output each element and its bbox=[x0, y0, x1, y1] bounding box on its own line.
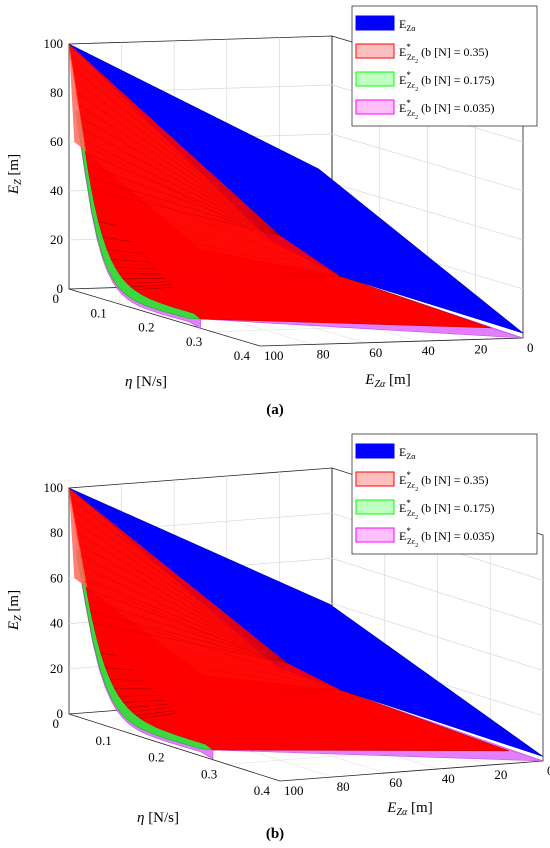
legend-swatch bbox=[355, 43, 395, 59]
z-tick-label: 20 bbox=[50, 661, 63, 676]
surface-mesh-line bbox=[79, 544, 288, 664]
surface-mesh-line bbox=[70, 499, 288, 664]
surface-mesh-line bbox=[85, 577, 288, 664]
legend-swatch bbox=[355, 99, 395, 115]
surface-mesh-line bbox=[87, 589, 288, 664]
eta-tick-label: 0.2 bbox=[148, 750, 164, 765]
ezalpha-axis-label: EZα [m] bbox=[364, 372, 410, 390]
legend-swatch bbox=[355, 499, 395, 515]
tick-labels: 0 20 40 60 80 100 0 0.1 0.2 0.3 0.4 100 80 60 40 20 0 bbox=[44, 480, 550, 798]
surfaces bbox=[68, 43, 524, 339]
surface-mesh-line bbox=[89, 600, 288, 664]
ezalpha-tick-label: 60 bbox=[369, 345, 382, 360]
surface-mesh-line bbox=[80, 116, 281, 237]
surface-mesh-line bbox=[86, 153, 281, 237]
eta-tick-label: 0.2 bbox=[138, 320, 154, 335]
ezalpha-tick-label: 100 bbox=[284, 783, 304, 798]
ezalpha-tick-label: 80 bbox=[317, 346, 330, 361]
ezalpha-tick-label: 40 bbox=[422, 343, 435, 358]
surface-mesh-line bbox=[75, 521, 288, 664]
ezalpha-axis-label: EZα [m] bbox=[386, 800, 432, 818]
z-tick-label: 100 bbox=[44, 480, 64, 495]
eta-tick-label: 0.3 bbox=[186, 334, 202, 349]
surface-mesh-line bbox=[72, 510, 288, 664]
chart-b-caption: (b) bbox=[265, 826, 285, 842]
surface-mesh-line bbox=[76, 92, 281, 237]
surface-red-overlay bbox=[69, 488, 341, 747]
z-tick-label: 80 bbox=[50, 525, 63, 540]
surface-mesh-line bbox=[74, 80, 281, 237]
eta-tick-label: 0 bbox=[53, 716, 60, 731]
ezalpha-tick-label: 100 bbox=[264, 348, 284, 363]
eta-tick-label: 0.1 bbox=[96, 733, 112, 748]
z-tick-label: 0 bbox=[57, 281, 64, 296]
chart-panel-b: 0 20 40 60 80 100 0 0.1 0.2 0.3 0.4 100 80 60 40 20 0 EZ … bbox=[0, 424, 550, 848]
eta-tick-label: 0.3 bbox=[201, 766, 217, 781]
axis-eta bbox=[68, 713, 281, 782]
surface-mesh-line bbox=[72, 68, 281, 237]
z-tick-label: 60 bbox=[50, 570, 63, 585]
surface-mesh-line bbox=[88, 165, 281, 237]
z-tick-label: 20 bbox=[50, 232, 63, 247]
z-tick-label: 0 bbox=[57, 706, 64, 721]
tick-labels: 0 20 40 60 80 100 0 0.1 0.2 0.3 0.4 100 80 60 40 20 0 bbox=[44, 36, 534, 363]
gridline bbox=[68, 512, 544, 581]
surface-mesh-line bbox=[70, 55, 281, 237]
z-tick-label: 40 bbox=[50, 183, 63, 198]
eta-tick-label: 0 bbox=[53, 291, 60, 306]
ezalpha-tick-label: 20 bbox=[474, 342, 487, 357]
legend-swatch bbox=[355, 71, 395, 87]
chart-a-caption: (a) bbox=[266, 402, 284, 418]
surface-mesh-line bbox=[92, 189, 281, 237]
chart-a-svg: 0 20 40 60 80 100 0 0.1 0.2 0.3 0.4 100 80 60 40 20 0 EZ … bbox=[6, 5, 538, 390]
surface-mesh-line bbox=[83, 566, 288, 664]
legend-swatch bbox=[355, 527, 395, 543]
z-axis-label: EZ [m] bbox=[6, 590, 24, 631]
axis-ezalpha bbox=[259, 337, 524, 347]
ezalpha-tick-label: 20 bbox=[494, 767, 507, 782]
surface-mesh-line bbox=[90, 177, 281, 237]
surface-mesh-line bbox=[93, 622, 288, 664]
eta-tick-label: 0.4 bbox=[254, 783, 271, 798]
eta-axis-label: η [N/s] bbox=[137, 810, 179, 826]
z-tick-label: 80 bbox=[50, 85, 63, 100]
surface-mesh-line bbox=[84, 140, 281, 237]
axis-eta bbox=[68, 288, 261, 347]
ezalpha-tick-label: 40 bbox=[442, 771, 455, 786]
eta-tick-label: 0.1 bbox=[91, 305, 107, 320]
z-tick-label: 40 bbox=[50, 616, 63, 631]
chart-panel-a: 0 20 40 60 80 100 0 0.1 0.2 0.3 0.4 100 80 60 40 20 0 EZ … bbox=[6, 5, 538, 418]
ezalpha-tick-label: 80 bbox=[337, 779, 350, 794]
surfaces bbox=[68, 487, 544, 762]
surface-mesh-line bbox=[81, 555, 288, 664]
ezalpha-tick-label: 0 bbox=[527, 340, 534, 355]
legend-swatch bbox=[355, 15, 395, 31]
legend-swatch bbox=[355, 471, 395, 487]
eta-tick-label: 0.4 bbox=[234, 348, 251, 363]
z-tick-label: 100 bbox=[44, 36, 64, 51]
surface-mesh-line bbox=[91, 611, 288, 664]
surface-mesh-line bbox=[77, 532, 288, 664]
z-axis-label: EZ [m] bbox=[6, 154, 24, 195]
z-tick-label: 60 bbox=[50, 134, 63, 149]
legend-swatch bbox=[355, 443, 395, 459]
chart-b-svg: 0 20 40 60 80 100 0 0.1 0.2 0.3 0.4 100 80 60 40 20 0 EZ … bbox=[6, 433, 550, 826]
ezalpha-tick-label: 0 bbox=[547, 763, 550, 778]
ezalpha-tick-label: 60 bbox=[389, 775, 402, 790]
axis-ezalpha bbox=[279, 760, 544, 782]
surface-mesh-line bbox=[82, 128, 281, 237]
surface-red-overlay bbox=[69, 44, 340, 316]
surface-mesh-line bbox=[78, 104, 281, 237]
eta-axis-label: η [N/s] bbox=[125, 374, 167, 390]
